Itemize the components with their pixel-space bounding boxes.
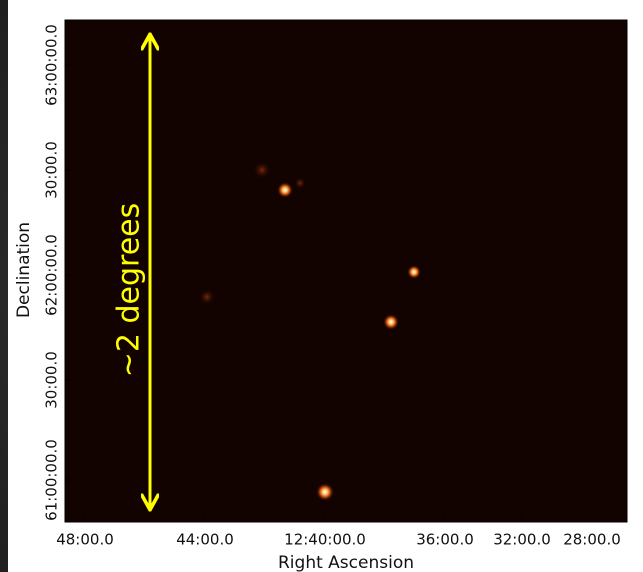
faint-source [253,161,271,179]
faint-source [294,177,306,189]
scale-annotation: ~2 degrees [112,203,147,378]
y-tick-label: 62:00:00.0 [43,234,61,316]
x-axis-label: Right Ascension [278,553,414,572]
x-tick-label: 28:00.0 [563,531,621,549]
y-tick-label: 30:00.0 [43,141,61,199]
x-tick-label: 36:00.0 [416,531,474,549]
source [407,265,421,279]
x-tick-label: 12:40:00.0 [284,531,366,549]
x-tick-label: 48:00.0 [56,531,114,549]
y-tick-label: 63:00:00.0 [43,24,61,106]
source [316,483,334,501]
source [277,182,293,198]
sources [199,161,421,501]
x-tick-label: 32:00.0 [493,531,551,549]
y-tick-label: 61:00:00.0 [43,439,61,521]
faint-source [199,289,215,305]
y-tick-label: 30:00.0 [43,351,61,409]
y-axis-label: Declination [14,222,34,318]
x-tick-label: 44:00.0 [176,531,234,549]
source [383,314,399,330]
